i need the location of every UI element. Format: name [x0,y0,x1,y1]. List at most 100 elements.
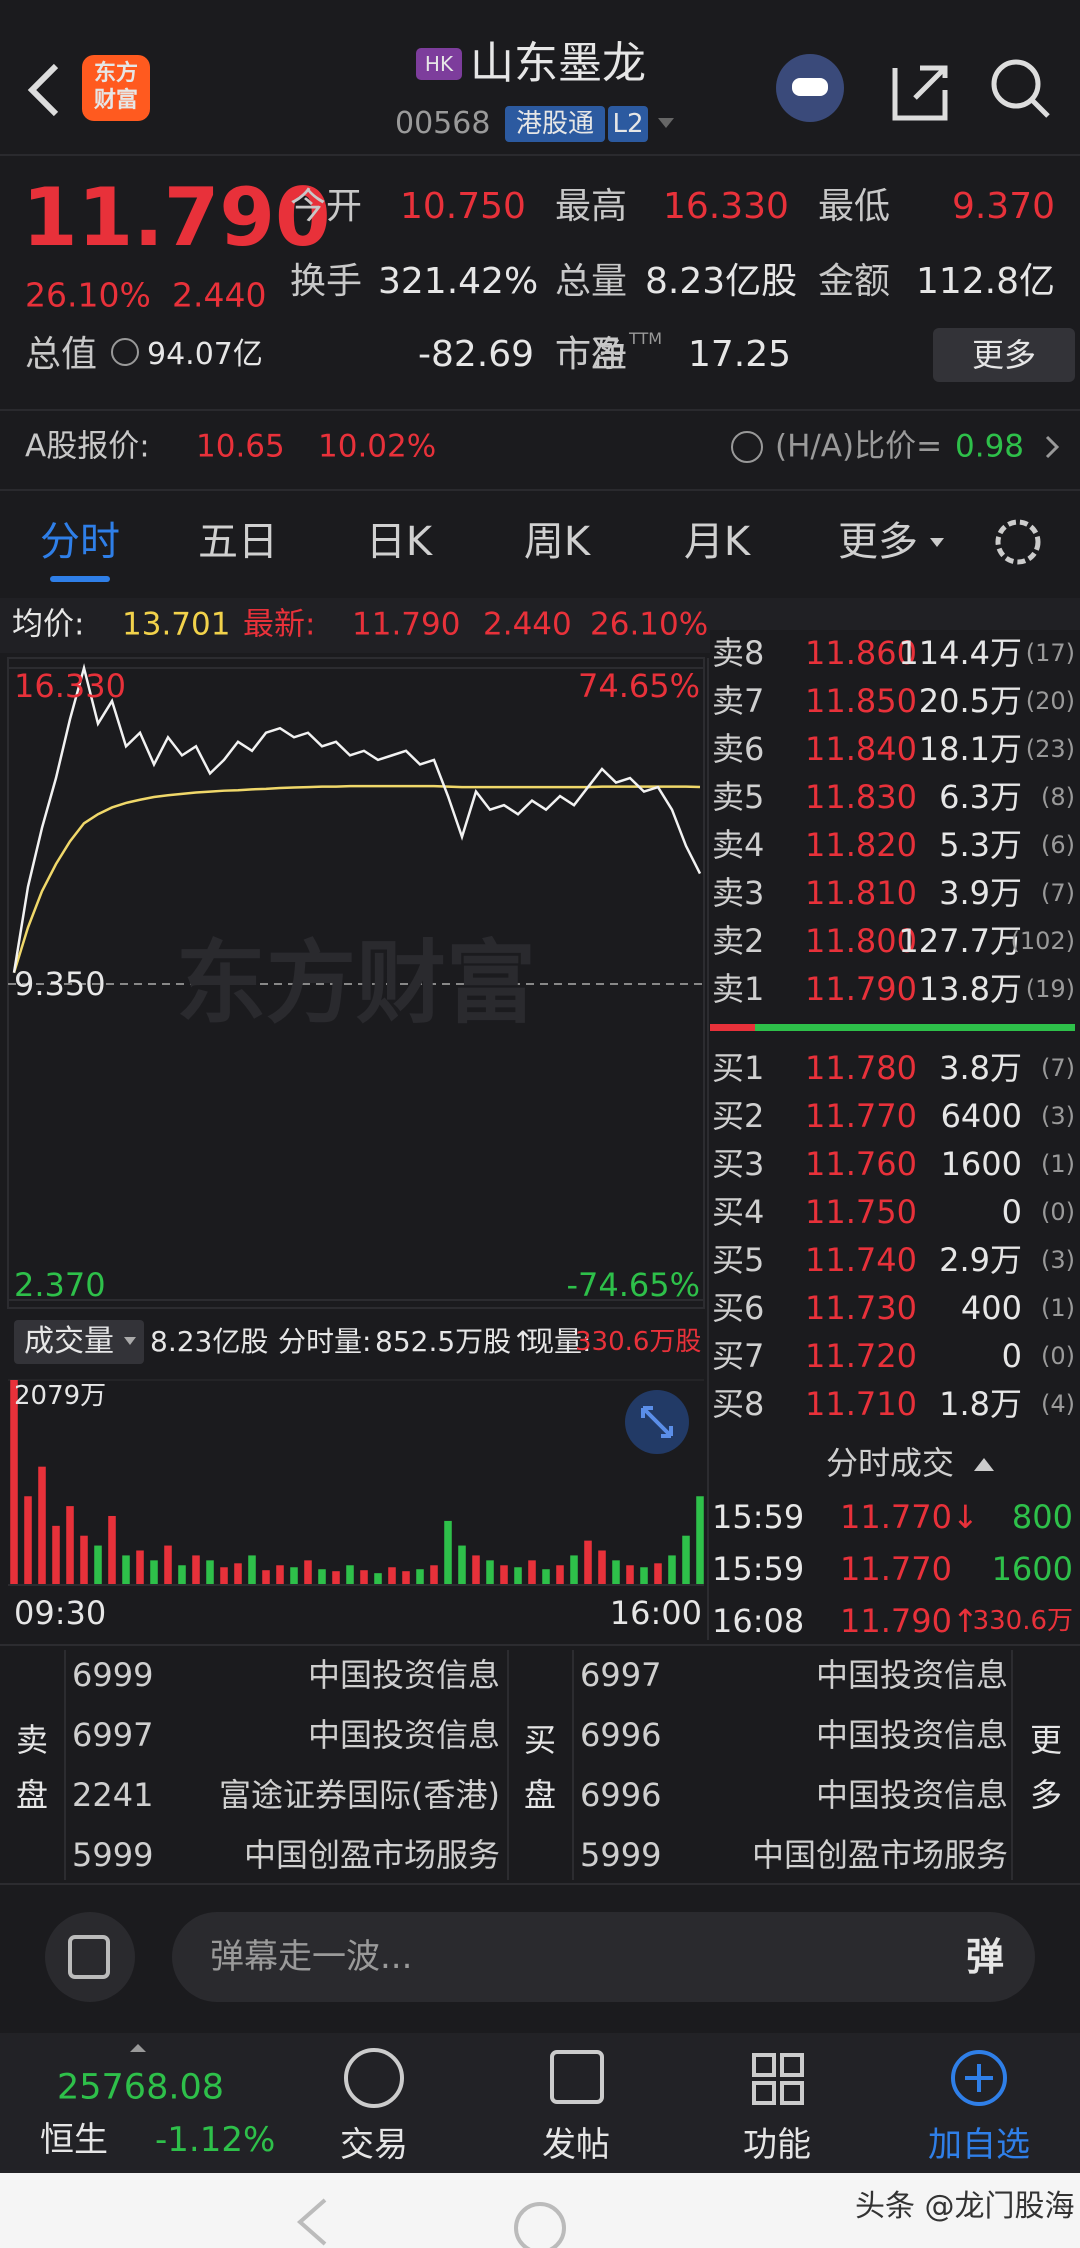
tab[interactable]: 更多 [838,519,918,565]
field-label: 最低 [818,186,891,227]
trades-title: 分时成交 [825,1444,955,1482]
book-price: 11.780 [805,1049,917,1087]
nav-item[interactable]: 加自选 [928,2125,1030,2165]
pct-label: 74.65% [577,667,700,705]
current-volume: 330.6万股 [575,1327,702,1357]
share-icon[interactable] [892,65,948,121]
tab[interactable]: 日K [365,519,433,565]
change-pct: 26.10% [25,275,151,315]
field-label: 总值 [25,334,98,375]
volume-bar [654,1563,662,1585]
sys-back[interactable] [296,2198,327,2246]
stock-code: 00568 [395,106,491,141]
ratio: 0.98 [955,428,1025,465]
book-volume: 20.5万 [918,682,1022,720]
back-icon[interactable] [27,63,59,117]
search-icon[interactable] [991,59,1041,109]
volume-bar [346,1565,354,1585]
trade-volume: 1600 [991,1550,1073,1588]
book-orders: (20) [1025,687,1075,715]
book-ask-bar [710,1024,755,1031]
volume-bar [164,1545,172,1585]
volume-bar [626,1565,634,1585]
caret [124,1337,136,1345]
more-button[interactable] [933,328,1075,382]
nav-item[interactable]: 发帖 [542,2125,610,2165]
book-price: 11.790 [805,970,917,1008]
comment-icon[interactable] [45,1912,135,2002]
summary-item: 均价: [12,606,85,643]
comment-placeholder[interactable]: 弹幕走一波... [210,1937,413,1977]
comment-icon-glyph [68,1935,110,1979]
broker-more[interactable]: 更 [1029,1721,1063,1759]
total-volume: 8.23亿股 [150,1325,269,1358]
broker-name: 中国投资信息 [815,1656,1008,1694]
volume-bar [206,1560,214,1585]
more-button[interactable]: 更多 [971,336,1037,374]
summary-item: 26.10% [590,606,709,643]
tag: 港股通 [515,109,595,139]
field-label: 换手 [290,261,363,302]
level-bg [608,106,648,142]
tab[interactable]: 月K [683,519,751,565]
tab[interactable]: 分时 [40,519,120,565]
broker-more[interactable]: 多 [1029,1776,1063,1814]
danmaku-button[interactable]: 弹 [965,1935,1005,1979]
broker-name: 中国创盈市场服务 [243,1836,500,1874]
book-price: 11.730 [805,1289,917,1327]
add-icon[interactable] [951,2050,1007,2106]
system-bar [0,2173,1080,2248]
field-value: -82.69 [418,334,535,375]
broker-name: 富途证券国际(香港) [219,1776,500,1814]
field-label: 金额 [818,261,891,302]
help-icon[interactable] [731,431,763,463]
sys-home[interactable] [514,2202,566,2248]
x-tick-label: 16:00 [609,1594,702,1632]
volume-select[interactable] [14,1320,144,1364]
watermark: 头条 @龙门股海 [855,2189,1075,2224]
summary-item: 最新: [243,606,316,643]
volume-bar [668,1555,676,1585]
comment-input[interactable] [172,1912,1035,2002]
a-share-pct: 10.02% [318,428,437,465]
minute-volume: 852.5万股↑ [375,1325,535,1358]
x-tick-label: 09:30 [14,1594,107,1632]
broker-side: 卖 [15,1721,49,1759]
volume-bar [696,1496,704,1585]
trade-volume: 330.6万 [972,1606,1073,1636]
tab[interactable]: 五日 [198,519,278,565]
a-share-label: A股报价: [25,428,150,465]
volume-bar [584,1540,592,1585]
volume-bar [38,1466,46,1585]
robot-face [792,78,828,96]
nav-item[interactable]: 交易 [340,2125,408,2165]
badge-bg [416,48,462,80]
volume-bar [640,1567,648,1585]
field-value: 112.8亿 [915,261,1055,302]
volume-bar [66,1506,74,1585]
book-level: 买8 [712,1385,765,1423]
badge: HK [424,52,454,76]
book-orders: (102) [1010,927,1075,955]
field-value: 9.370 [951,186,1055,227]
settings-icon[interactable] [995,519,1041,565]
tab[interactable]: 周K [523,519,591,565]
nav-item[interactable]: 功能 [743,2125,811,2165]
field-value: 8.23亿股 [645,261,798,302]
info-icon[interactable] [111,338,139,366]
pct-label: -74.65% [566,1266,700,1304]
book-orders: (19) [1025,975,1075,1003]
chevron[interactable] [1045,435,1060,459]
volume-bar [598,1550,606,1585]
summary-item: 11.790 [352,606,461,643]
logo[interactable] [82,55,150,121]
book-orders: (1) [1041,1294,1075,1322]
trade-volume: 800 [1011,1498,1073,1536]
book-level: 卖3 [712,874,765,912]
function-icon[interactable] [752,2053,776,2077]
post-icon[interactable] [550,2050,604,2104]
volume-bar [388,1567,396,1585]
broker-id: 5999 [580,1836,662,1874]
trade-icon[interactable] [344,2048,404,2108]
book-orders: (3) [1041,1102,1075,1130]
